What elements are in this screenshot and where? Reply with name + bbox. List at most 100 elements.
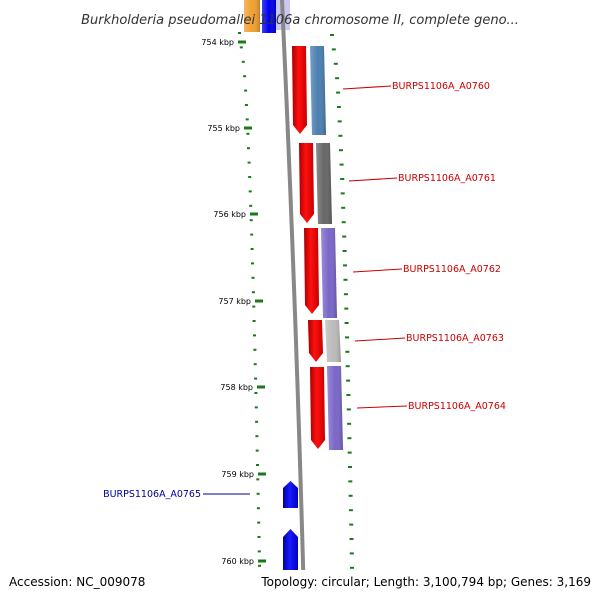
gene-label[interactable]: BURPS1106A_A0763 [406,333,504,344]
outer-tick [350,566,354,569]
outer-tick [348,480,353,483]
minor-tick [243,75,247,78]
major-tick [258,472,266,476]
outer-tick [336,91,341,94]
outer-tick [349,552,354,555]
forward-orf-arrow [308,320,323,362]
tick-label: 754 kbp [201,38,234,47]
gene-label-leader [352,268,403,273]
gene-label[interactable]: BURPS1106A_A0762 [403,264,501,275]
minor-tick [255,435,259,438]
minor-tick [244,89,248,92]
minor-tick [251,291,255,294]
minor-tick [251,262,254,265]
outer-tick [345,350,350,353]
outer-tick [338,134,343,137]
gene-feature-shade [321,228,337,318]
minor-tick [251,276,255,279]
minor-tick [249,204,253,207]
minor-tick [254,377,258,380]
gene-label-leader [342,85,392,90]
minor-tick [256,478,260,481]
outer-tick [342,250,347,252]
outer-tick [335,77,340,80]
minor-tick [257,536,261,538]
outer-tick [342,235,347,238]
tick-label: 756 kbp [213,210,246,219]
major-tick [238,40,246,44]
gene-label[interactable]: BURPS1106A_A0761 [398,173,496,184]
outer-tick [339,149,343,152]
forward-orf-arrow [299,143,314,223]
minor-tick [248,176,252,178]
outer-tick [343,278,348,281]
scale-ticks: 754 kbp 755 kbp 756 kbp 757 kbp 758 kbp 759 k… [201,32,354,598]
forward-orfs [292,46,325,449]
outer-tick [348,466,352,468]
outer-tick [347,451,352,454]
gene-label[interactable]: BURPS1106A_A0760 [392,81,490,92]
minor-tick [257,550,261,553]
minor-tick [255,420,259,423]
outer-tick [331,48,336,51]
gene-feature-shade [310,46,326,135]
tick-label: 755 kbp [207,124,240,133]
outer-tick [330,34,334,36]
forward-orf-arrow [292,46,307,134]
gene-feature[interactable] [283,481,298,508]
outer-tick [340,178,345,180]
outer-tick [340,192,345,195]
minor-tick [250,248,254,250]
major-tick [255,299,263,303]
outer-tick [344,307,349,310]
minor-tick [258,564,261,567]
outer-tick [345,365,350,368]
minor-tick [254,392,258,394]
outer-tick [348,509,353,512]
backbone-arc [280,0,306,600]
tick-label: 760 kbp [221,557,254,566]
major-tick [258,559,266,563]
gene-label-leader [354,337,406,342]
minor-tick [247,161,251,164]
tick-label: 757 kbp [218,297,251,306]
outer-tick [347,422,352,425]
minor-tick [239,46,243,49]
minor-tick [252,305,256,308]
outer-tick [339,163,344,166]
gene-label-leader [356,405,408,409]
map-title: Burkholderia pseudomallei 1106a chromoso… [81,13,519,28]
gene-feature-shade [316,143,332,224]
outer-tick [345,336,349,339]
gene-label[interactable]: BURPS1106A_A0765 [103,489,201,500]
minor-tick [248,190,252,193]
outer-tick [346,394,351,396]
forward-orf-arrow [310,367,325,449]
outer-tick [349,523,354,526]
minor-tick [245,118,249,121]
minor-tick [253,363,257,366]
gene-features: BURPS1106A_A0760 BURPS1106A_A0761 BURPS110… [103,46,506,600]
minor-tick [256,507,260,510]
major-tick [250,212,258,216]
outer-tick [346,408,351,411]
outer-tick [337,120,342,123]
gene-feature-shade [327,366,343,450]
gene-feature-shade [325,320,341,362]
outer-tick [347,437,352,440]
minor-tick [238,32,241,34]
minor-tick [244,104,248,106]
outer-tick [341,206,346,209]
major-tick [257,385,265,389]
forward-orf-arrow [304,228,319,314]
tick-label: 759 kbp [221,470,254,479]
outer-tick [346,379,351,382]
gene-label[interactable]: BURPS1106A_A0764 [408,401,506,412]
minor-tick [249,219,253,222]
minor-tick [250,233,254,236]
outer-tick [336,106,341,108]
gene-label-leader [348,177,398,182]
topology-info-text: Topology: circular; Length: 3,100,794 bp… [260,575,591,589]
minor-tick [253,348,257,351]
